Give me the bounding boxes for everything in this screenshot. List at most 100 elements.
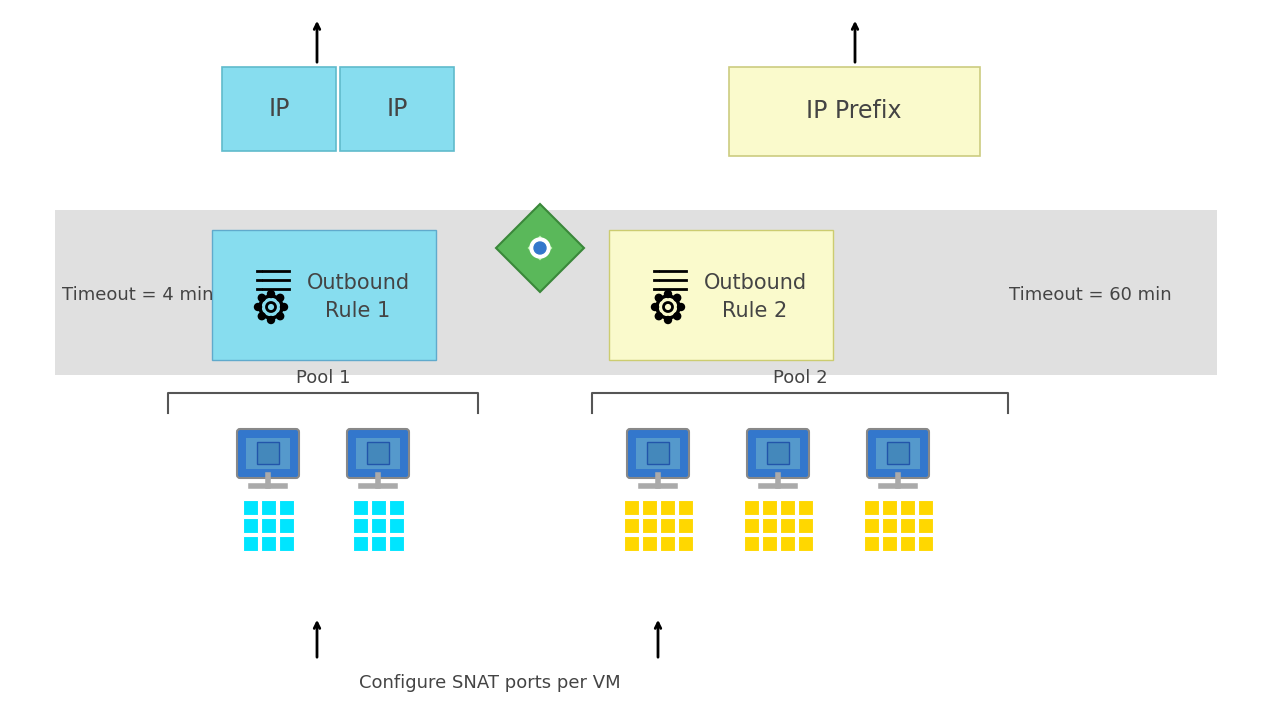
FancyBboxPatch shape bbox=[899, 518, 915, 533]
Text: IP: IP bbox=[387, 97, 408, 121]
Text: Outbound
Rule 1: Outbound Rule 1 bbox=[307, 273, 410, 321]
FancyBboxPatch shape bbox=[864, 500, 879, 515]
Text: Configure SNAT ports per VM: Configure SNAT ports per VM bbox=[359, 674, 621, 692]
FancyBboxPatch shape bbox=[212, 230, 436, 360]
Circle shape bbox=[258, 294, 266, 301]
FancyBboxPatch shape bbox=[279, 500, 294, 515]
Circle shape bbox=[254, 303, 262, 310]
FancyBboxPatch shape bbox=[876, 438, 920, 469]
FancyBboxPatch shape bbox=[659, 500, 674, 515]
Circle shape bbox=[258, 313, 266, 320]
FancyBboxPatch shape bbox=[744, 536, 758, 551]
FancyBboxPatch shape bbox=[798, 536, 813, 551]
FancyBboxPatch shape bbox=[623, 500, 639, 515]
Circle shape bbox=[655, 294, 663, 301]
FancyBboxPatch shape bbox=[279, 518, 294, 533]
FancyBboxPatch shape bbox=[370, 500, 385, 515]
Circle shape bbox=[267, 291, 275, 298]
Circle shape bbox=[664, 317, 672, 324]
FancyBboxPatch shape bbox=[347, 429, 410, 478]
FancyBboxPatch shape bbox=[899, 500, 915, 515]
FancyBboxPatch shape bbox=[340, 67, 454, 151]
FancyBboxPatch shape bbox=[780, 518, 795, 533]
FancyBboxPatch shape bbox=[279, 536, 294, 551]
Polygon shape bbox=[496, 204, 584, 292]
FancyBboxPatch shape bbox=[627, 429, 689, 478]
FancyBboxPatch shape bbox=[756, 438, 800, 469]
Text: Pool 1: Pool 1 bbox=[296, 369, 350, 387]
FancyBboxPatch shape bbox=[243, 500, 257, 515]
FancyBboxPatch shape bbox=[917, 518, 932, 533]
Text: IP: IP bbox=[268, 97, 290, 121]
FancyBboxPatch shape bbox=[223, 67, 336, 151]
FancyBboxPatch shape bbox=[747, 429, 809, 478]
FancyBboxPatch shape bbox=[678, 536, 692, 551]
FancyBboxPatch shape bbox=[370, 536, 385, 551]
FancyBboxPatch shape bbox=[917, 500, 932, 515]
Text: Pool 2: Pool 2 bbox=[772, 369, 827, 387]
FancyBboxPatch shape bbox=[243, 536, 257, 551]
FancyBboxPatch shape bbox=[356, 438, 399, 469]
Circle shape bbox=[267, 317, 275, 324]
Circle shape bbox=[530, 238, 550, 258]
FancyBboxPatch shape bbox=[641, 518, 656, 533]
FancyBboxPatch shape bbox=[388, 518, 403, 533]
Text: Timeout = 60 min: Timeout = 60 min bbox=[1009, 286, 1172, 304]
FancyBboxPatch shape bbox=[261, 518, 276, 533]
Circle shape bbox=[651, 303, 659, 310]
FancyBboxPatch shape bbox=[762, 518, 776, 533]
FancyBboxPatch shape bbox=[641, 536, 656, 551]
FancyBboxPatch shape bbox=[767, 441, 789, 463]
FancyBboxPatch shape bbox=[729, 67, 979, 156]
FancyBboxPatch shape bbox=[864, 536, 879, 551]
Circle shape bbox=[655, 313, 663, 320]
FancyBboxPatch shape bbox=[864, 518, 879, 533]
FancyBboxPatch shape bbox=[659, 536, 674, 551]
FancyBboxPatch shape bbox=[744, 518, 758, 533]
FancyBboxPatch shape bbox=[636, 438, 681, 469]
Circle shape bbox=[664, 291, 672, 298]
Circle shape bbox=[277, 294, 284, 301]
Circle shape bbox=[674, 294, 681, 301]
Circle shape bbox=[277, 313, 284, 320]
FancyBboxPatch shape bbox=[881, 518, 897, 533]
FancyBboxPatch shape bbox=[744, 500, 758, 515]
FancyBboxPatch shape bbox=[678, 500, 692, 515]
Circle shape bbox=[281, 303, 287, 310]
FancyBboxPatch shape bbox=[243, 518, 257, 533]
FancyBboxPatch shape bbox=[887, 441, 909, 463]
FancyBboxPatch shape bbox=[261, 500, 276, 515]
Bar bbox=[55, 210, 1217, 375]
Circle shape bbox=[534, 242, 546, 254]
FancyBboxPatch shape bbox=[678, 518, 692, 533]
FancyBboxPatch shape bbox=[352, 500, 368, 515]
FancyBboxPatch shape bbox=[261, 536, 276, 551]
FancyBboxPatch shape bbox=[368, 441, 389, 463]
FancyBboxPatch shape bbox=[917, 536, 932, 551]
Circle shape bbox=[678, 303, 684, 310]
FancyBboxPatch shape bbox=[647, 441, 669, 463]
FancyBboxPatch shape bbox=[762, 536, 776, 551]
FancyBboxPatch shape bbox=[780, 536, 795, 551]
FancyBboxPatch shape bbox=[798, 518, 813, 533]
FancyBboxPatch shape bbox=[868, 429, 929, 478]
FancyBboxPatch shape bbox=[798, 500, 813, 515]
FancyBboxPatch shape bbox=[352, 518, 368, 533]
Text: IP Prefix: IP Prefix bbox=[806, 99, 902, 123]
FancyBboxPatch shape bbox=[245, 438, 290, 469]
Circle shape bbox=[674, 313, 681, 320]
FancyBboxPatch shape bbox=[780, 500, 795, 515]
Text: Outbound
Rule 2: Outbound Rule 2 bbox=[703, 273, 806, 321]
FancyBboxPatch shape bbox=[762, 500, 776, 515]
FancyBboxPatch shape bbox=[881, 536, 897, 551]
Text: Timeout = 4 min: Timeout = 4 min bbox=[62, 286, 214, 304]
FancyBboxPatch shape bbox=[257, 441, 279, 463]
FancyBboxPatch shape bbox=[659, 518, 674, 533]
FancyBboxPatch shape bbox=[623, 536, 639, 551]
FancyBboxPatch shape bbox=[623, 518, 639, 533]
FancyBboxPatch shape bbox=[609, 230, 833, 360]
FancyBboxPatch shape bbox=[237, 429, 299, 478]
FancyBboxPatch shape bbox=[641, 500, 656, 515]
FancyBboxPatch shape bbox=[899, 536, 915, 551]
FancyBboxPatch shape bbox=[388, 500, 403, 515]
